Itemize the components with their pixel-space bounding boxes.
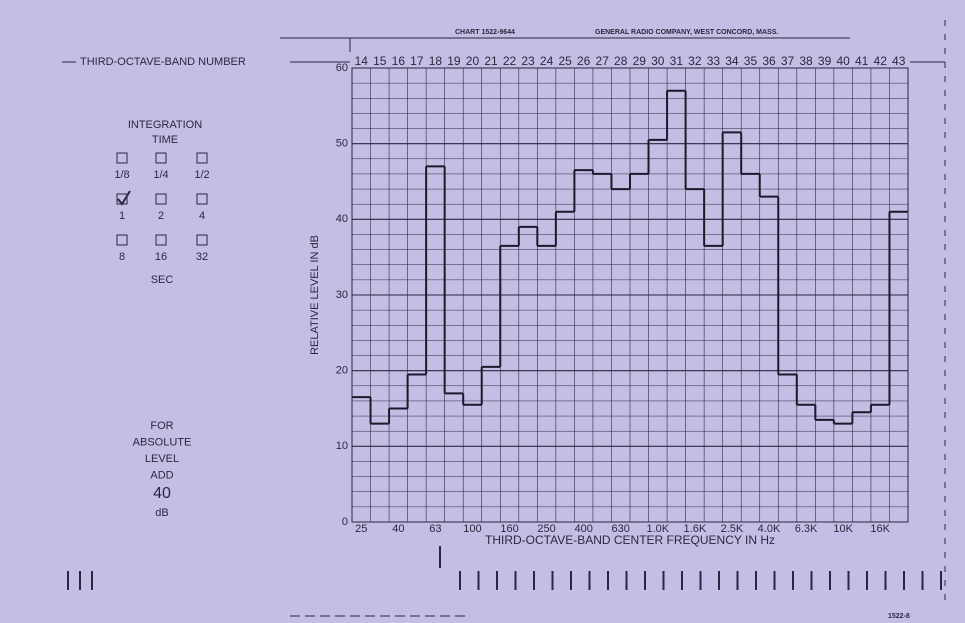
band-number: 25 [558, 54, 572, 68]
band-number: 28 [614, 54, 628, 68]
integration-option: 1 [119, 210, 125, 222]
integration-title: TIME [152, 134, 178, 146]
y-tick-label: 20 [336, 365, 348, 377]
band-number: 21 [484, 54, 498, 68]
x-tick-label: 1.6K [684, 523, 707, 535]
band-number: 34 [725, 54, 739, 68]
form-number: 1522-8 [888, 613, 910, 620]
absolute-note: ABSOLUTE [133, 436, 192, 448]
checkbox [196, 234, 208, 246]
integration-option: 1/8 [114, 169, 129, 181]
integration-option: 32 [196, 251, 208, 263]
y-tick-label: 50 [336, 138, 348, 150]
y-axis-label: RELATIVE LEVEL IN dB [309, 235, 321, 355]
integration-option: 4 [199, 210, 205, 222]
band-number: 42 [874, 54, 888, 68]
band-number: 37 [781, 54, 795, 68]
x-tick-label: 6.3K [795, 523, 818, 535]
band-number: 27 [596, 54, 610, 68]
band-number: 33 [707, 54, 721, 68]
x-tick-label: 400 [574, 523, 592, 535]
checkbox [196, 193, 208, 205]
x-tick-label: 63 [429, 523, 441, 535]
band-axis-label: THIRD-OCTAVE-BAND NUMBER [80, 56, 246, 68]
check-mark [117, 190, 131, 206]
y-tick-label: 60 [336, 62, 348, 74]
absolute-note: FOR [150, 420, 173, 432]
band-number: 17 [410, 54, 424, 68]
integration-option: 1/2 [194, 169, 209, 181]
x-tick-label: 1.0K [646, 523, 669, 535]
integration-title: INTEGRATION [128, 119, 202, 131]
band-number: 39 [818, 54, 832, 68]
absolute-unit: dB [155, 507, 168, 519]
band-number: 32 [688, 54, 702, 68]
x-tick-label: 10K [833, 523, 853, 535]
band-number: 41 [855, 54, 869, 68]
x-tick-label: 250 [537, 523, 555, 535]
band-number: 19 [447, 54, 461, 68]
y-tick-label: 30 [336, 289, 348, 301]
integration-option: 1/4 [153, 169, 168, 181]
y-tick-label: 0 [342, 516, 348, 528]
band-number: 30 [651, 54, 665, 68]
band-number: 14 [355, 54, 369, 68]
checkbox [155, 234, 167, 246]
checkbox [155, 152, 167, 164]
band-number: 23 [521, 54, 535, 68]
band-number: 15 [373, 54, 387, 68]
x-tick-label: 40 [392, 523, 404, 535]
y-tick-label: 40 [336, 213, 348, 225]
x-tick-label: 4.0K [758, 523, 781, 535]
x-tick-label: 16K [870, 523, 890, 535]
band-number: 40 [836, 54, 850, 68]
absolute-note: LEVEL [145, 453, 179, 465]
x-tick-label: 2.5K [721, 523, 744, 535]
integration-option: 8 [119, 251, 125, 263]
checkbox [116, 234, 128, 246]
band-number: 38 [799, 54, 813, 68]
y-tick-label: 10 [336, 440, 348, 452]
company: GENERAL RADIO COMPANY, WEST CONCORD, MAS… [595, 29, 778, 36]
band-number: 24 [540, 54, 554, 68]
x-axis-label: THIRD-OCTAVE-BAND CENTER FREQUENCY IN Hz [485, 533, 775, 547]
band-number: 26 [577, 54, 591, 68]
band-number: 29 [633, 54, 647, 68]
band-number: 16 [392, 54, 406, 68]
integration-option: 16 [155, 251, 167, 263]
band-number: 20 [466, 54, 480, 68]
band-number: 35 [744, 54, 758, 68]
checkbox [196, 152, 208, 164]
integration-unit: SEC [151, 274, 174, 286]
x-tick-label: 630 [612, 523, 630, 535]
checkbox [116, 152, 128, 164]
x-tick-label: 25 [355, 523, 367, 535]
absolute-add: 40 [153, 485, 171, 502]
checkbox [155, 193, 167, 205]
band-number: 43 [892, 54, 906, 68]
band-number: 31 [670, 54, 684, 68]
band-number: 22 [503, 54, 517, 68]
band-number: 18 [429, 54, 443, 68]
chart-number: CHART 1522-9644 [455, 29, 515, 36]
absolute-note: ADD [150, 469, 173, 481]
x-tick-label: 100 [463, 523, 481, 535]
band-number: 36 [762, 54, 776, 68]
x-tick-label: 160 [500, 523, 518, 535]
integration-option: 2 [158, 210, 164, 222]
